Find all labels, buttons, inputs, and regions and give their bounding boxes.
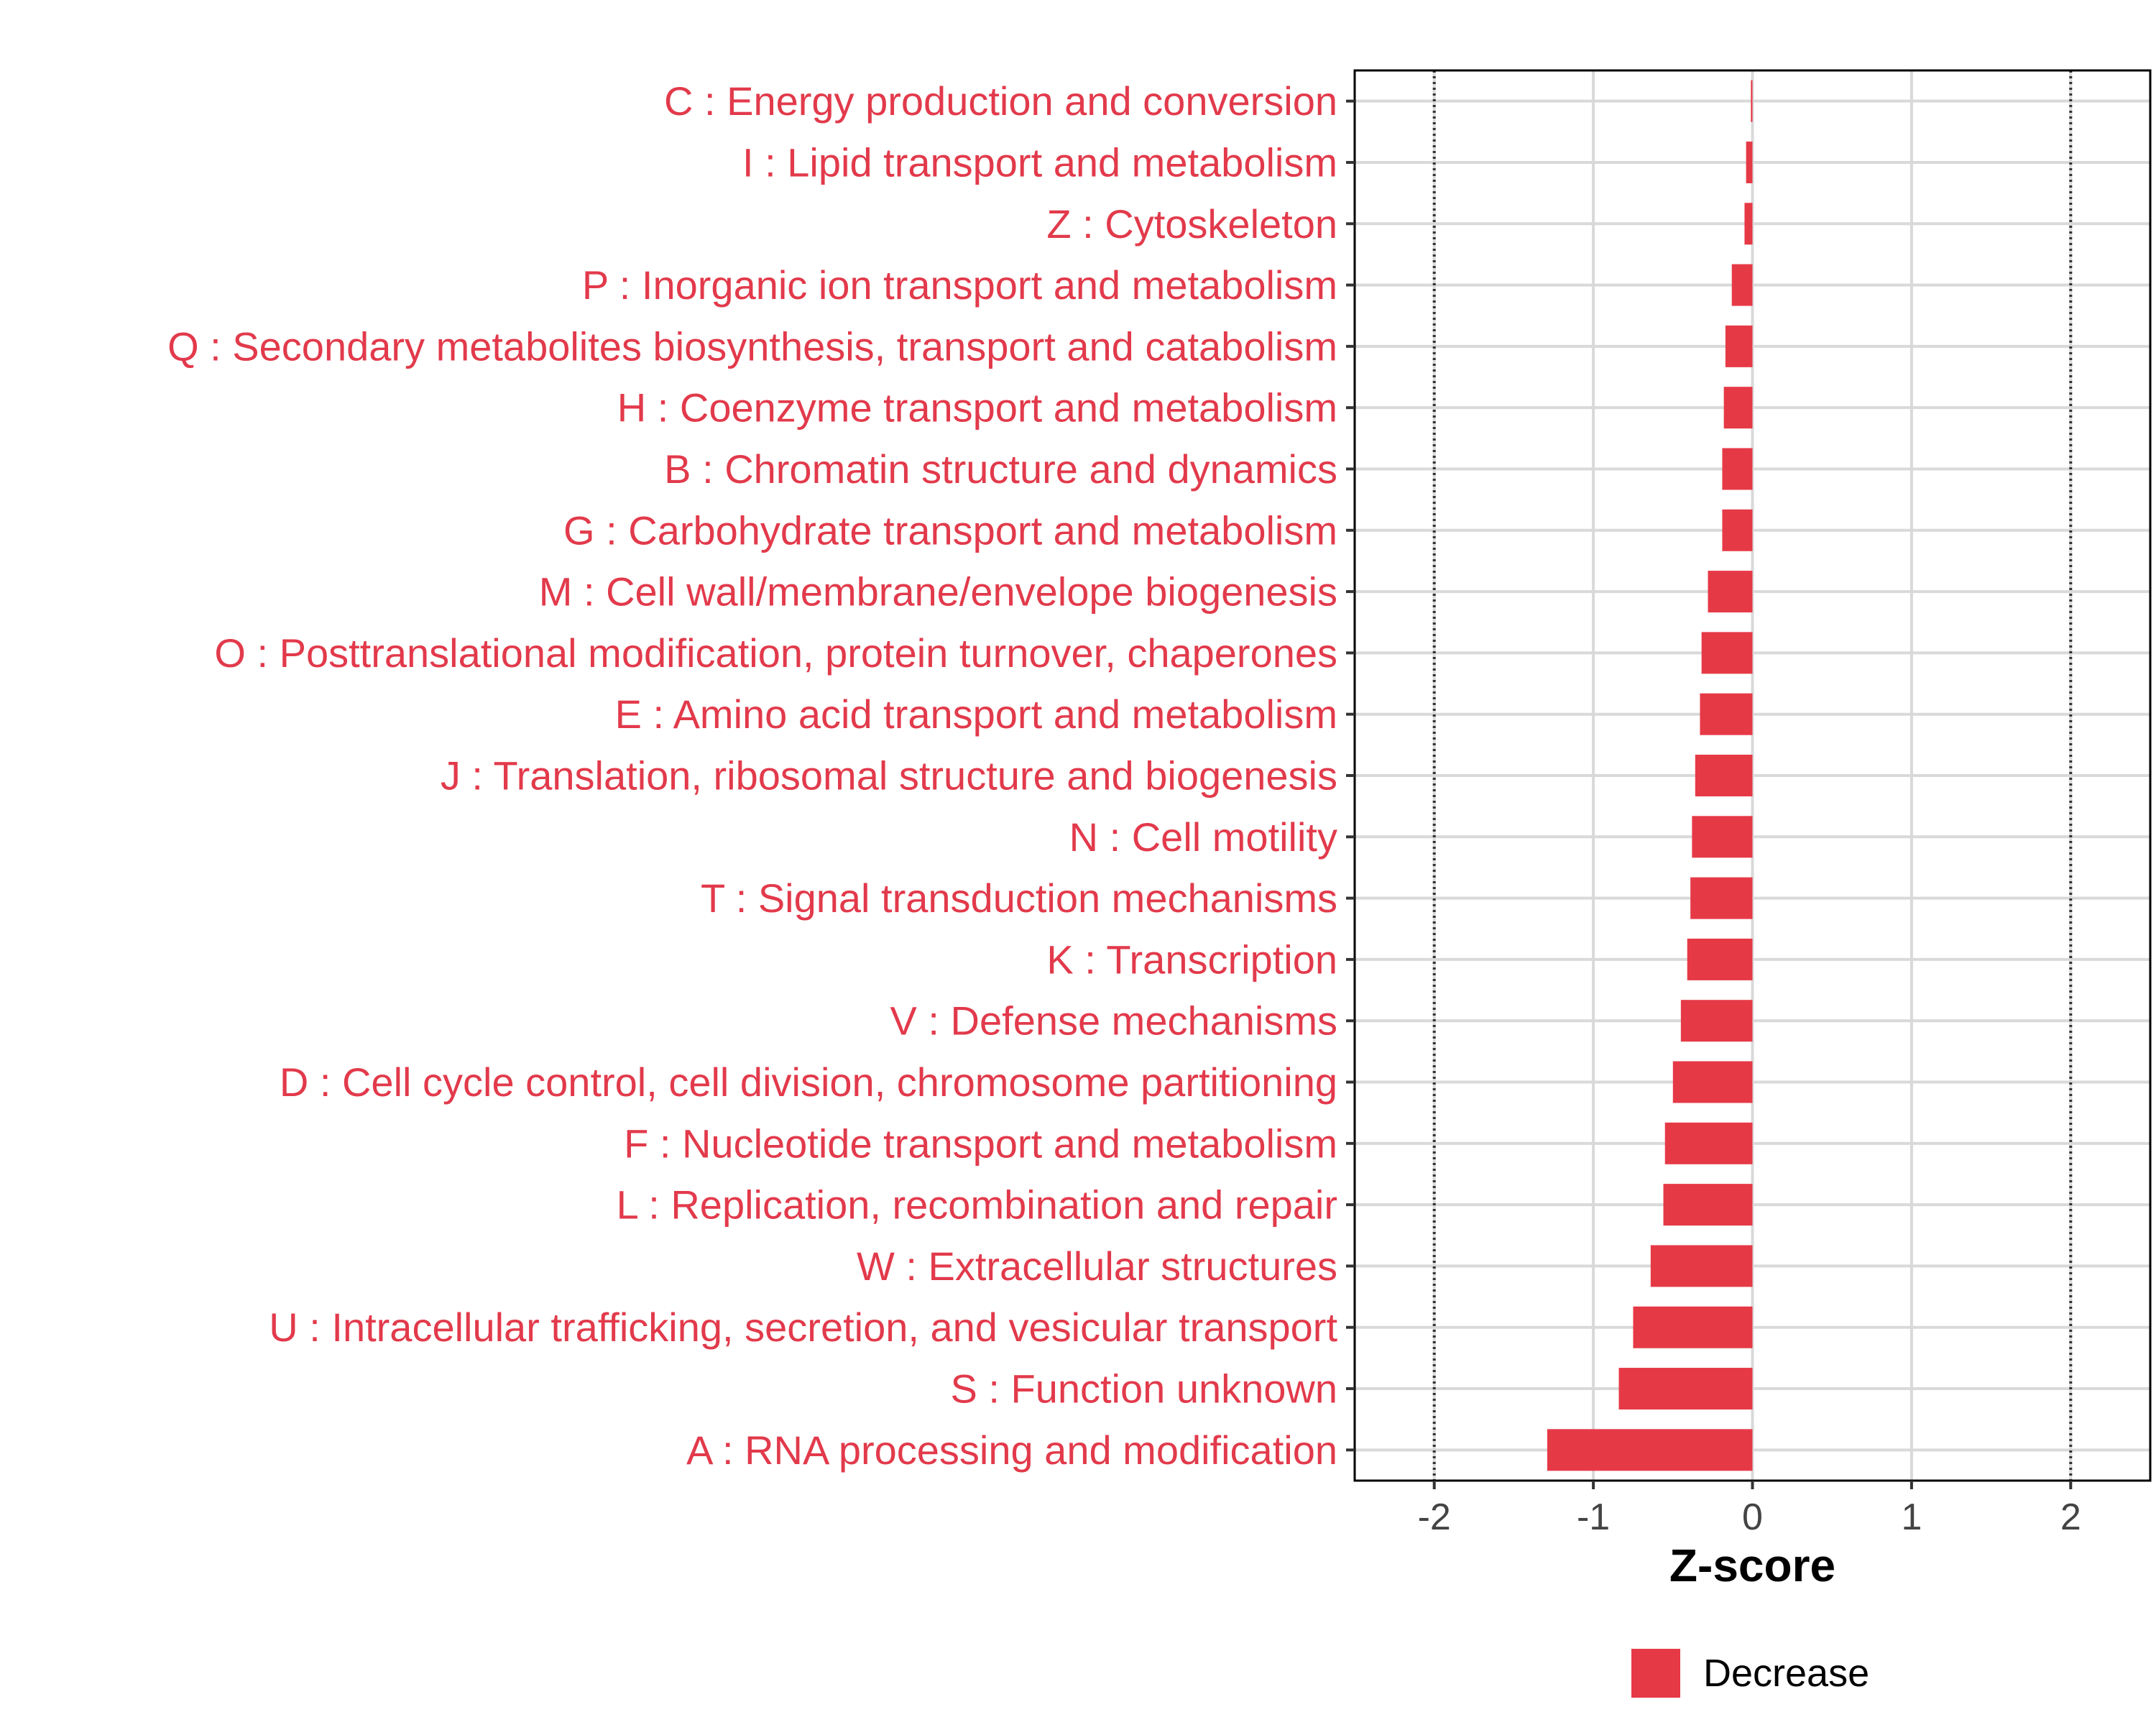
- legend-swatch-decrease: [1631, 1649, 1680, 1698]
- bar: [1746, 141, 1753, 183]
- bar: [1633, 1306, 1753, 1348]
- legend-label-decrease: Decrease: [1703, 1652, 1869, 1695]
- bar: [1744, 203, 1753, 245]
- bar: [1663, 1184, 1753, 1226]
- bar: [1723, 387, 1753, 429]
- bar: [1695, 754, 1753, 797]
- category-label: D : Cell cycle control, cell division, c…: [280, 1059, 1337, 1105]
- bar: [1547, 1429, 1753, 1471]
- category-label: A : RNA processing and modification: [686, 1427, 1337, 1473]
- category-label: J : Translation, ribosomal structure and…: [441, 753, 1337, 799]
- bar: [1731, 264, 1753, 306]
- y-axis-ticks: [1346, 99, 1355, 1452]
- bar: [1725, 325, 1753, 367]
- bar: [1708, 571, 1753, 613]
- x-axis-title: Z-score: [1669, 1540, 1835, 1591]
- x-tick-label: -2: [1418, 1496, 1451, 1538]
- x-tick-label: 1: [1901, 1496, 1922, 1538]
- x-axis-ticks: -2 -1 0 1 2: [1418, 1481, 2081, 1538]
- category-label: E : Amino acid transport and metabolism: [615, 691, 1337, 737]
- x-tick-label: 2: [2060, 1496, 2081, 1538]
- category-labels: C : Energy production and conversion I : …: [167, 78, 1337, 1473]
- bar: [1690, 877, 1753, 919]
- category-label: F : Nucleotide transport and metabolism: [624, 1121, 1337, 1166]
- bar: [1722, 448, 1753, 490]
- category-label: H : Coenzyme transport and metabolism: [617, 385, 1337, 431]
- category-label: U : Intracellular trafficking, secretion…: [269, 1305, 1337, 1350]
- category-label: C : Energy production and conversion: [664, 78, 1337, 124]
- category-label: Z : Cytoskeleton: [1046, 201, 1337, 247]
- category-label: V : Defense mechanisms: [890, 998, 1337, 1044]
- category-label: L : Replication, recombination and repai…: [617, 1182, 1337, 1228]
- category-label: K : Transcription: [1046, 937, 1337, 982]
- category-label: P : Inorganic ion transport and metaboli…: [582, 262, 1337, 308]
- bar: [1680, 1000, 1753, 1042]
- legend: Decrease: [1631, 1649, 1869, 1698]
- bar: [1692, 816, 1753, 858]
- bar: [1650, 1245, 1753, 1287]
- bar: [1687, 938, 1753, 980]
- category-label: T : Signal transduction mechanisms: [701, 875, 1337, 921]
- bars: [1547, 80, 1753, 1471]
- category-label: O : Posttranslational modification, prot…: [214, 630, 1337, 676]
- x-tick-label: 0: [1742, 1496, 1763, 1538]
- bar: [1722, 509, 1753, 551]
- category-label: S : Function unknown: [950, 1366, 1337, 1412]
- category-label: Q : Secondary metabolites biosynthesis, …: [167, 323, 1337, 369]
- bar: [1672, 1061, 1753, 1103]
- category-label: G : Carbohydrate transport and metabolis…: [563, 507, 1337, 553]
- category-label: W : Extracellular structures: [857, 1243, 1337, 1289]
- category-label: M : Cell wall/membrane/envelope biogenes…: [539, 569, 1337, 615]
- category-label: B : Chromatin structure and dynamics: [664, 446, 1337, 492]
- bar: [1701, 632, 1753, 674]
- bar: [1664, 1122, 1753, 1164]
- bar: [1751, 80, 1753, 122]
- bar: [1700, 693, 1753, 735]
- x-tick-label: -1: [1577, 1496, 1610, 1538]
- category-label: I : Lipid transport and metabolism: [742, 139, 1337, 185]
- category-label: N : Cell motility: [1069, 814, 1337, 860]
- bar: [1618, 1368, 1753, 1410]
